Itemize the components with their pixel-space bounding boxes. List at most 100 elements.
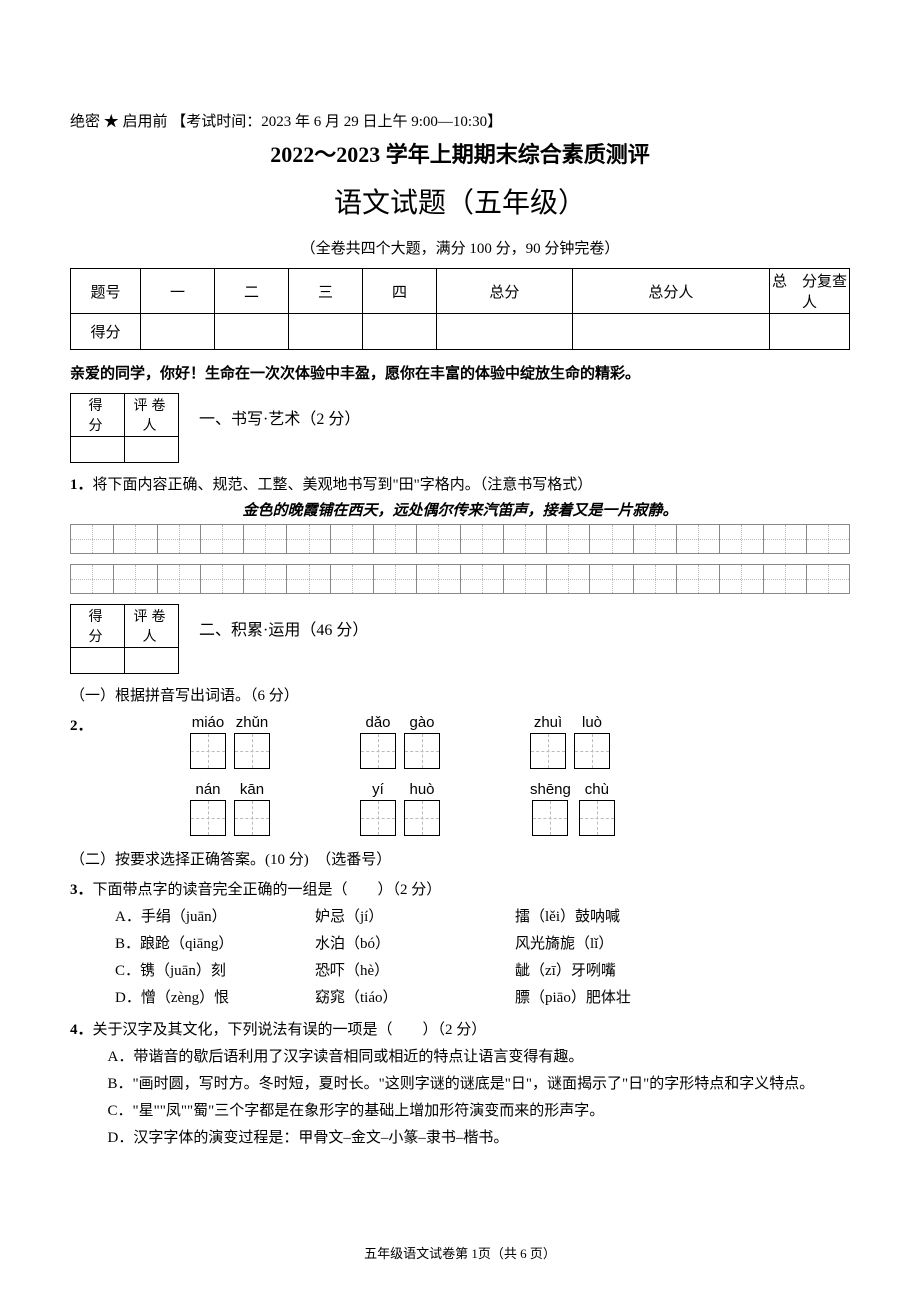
score-table: 题号 一 二 三 四 总分 总分人 总 分复查人 得分 <box>70 268 850 350</box>
tianzi-cell <box>114 564 157 594</box>
mc-cell: C．镌（juān）刻 <box>115 958 315 985</box>
th: 二 <box>215 269 289 314</box>
pinyin-label: nán <box>195 781 220 798</box>
tianzi-cell <box>244 524 287 554</box>
pinyin-group: shēngchù <box>530 781 615 836</box>
pinyin-col: huò <box>404 781 440 836</box>
tianzi-box <box>404 800 440 836</box>
tianzi-cell <box>547 524 590 554</box>
pinyin-col: zhǔn <box>234 714 270 769</box>
tianzi-cell <box>331 524 374 554</box>
tianzi-box <box>579 800 615 836</box>
cell <box>71 648 125 674</box>
tianzi-cell <box>720 564 763 594</box>
tianzi-cell <box>764 524 807 554</box>
pinyin-col: zhuì <box>530 714 566 769</box>
pinyin-label: luò <box>582 714 602 731</box>
mc-cell: B．踉跄（qiāng） <box>115 931 315 958</box>
pinyin-group: nán kān <box>190 781 270 836</box>
mc-cell: D．憎（zèng）恨 <box>115 985 315 1012</box>
tianzi-cell <box>720 524 763 554</box>
mc-cell: 妒忌（jí） <box>315 904 515 931</box>
tianzi-cell <box>504 564 547 594</box>
tianzi-cell <box>807 524 850 554</box>
tianzi-box <box>404 733 440 769</box>
tianzi-cell <box>287 524 330 554</box>
copy-sentence: 金色的晚霞铺在西天，远处偶尔传来汽笛声，接着又是一片寂静。 <box>70 499 850 520</box>
q4-opt-a: A．带谐音的歇后语利用了汉字读音相同或相近的特点让语言变得有趣。 <box>108 1044 851 1071</box>
th: 四 <box>363 269 437 314</box>
tianzi-cell <box>417 524 460 554</box>
mc-cell: 风光旖旎（lǐ） <box>515 931 850 958</box>
tianzi-cell <box>807 564 850 594</box>
mini-score-table-2: 得 分 评卷人 <box>70 604 179 674</box>
pinyin-col: dǎo <box>360 714 396 769</box>
cell <box>437 314 573 350</box>
tianzi-cell <box>158 524 201 554</box>
tianzi-cell <box>590 564 633 594</box>
tianzi-box <box>532 800 568 836</box>
tianzi-box <box>190 733 226 769</box>
tianzi-cell <box>201 564 244 594</box>
pinyin-col: miáo <box>190 714 226 769</box>
tianzi-box <box>234 800 270 836</box>
mini-c1: 得 分 <box>71 394 125 437</box>
secret-line: 绝密 ★ 启用前 【考试时间：2023 年 6 月 29 日上午 9:00—10… <box>70 110 850 131</box>
tianzi-cell <box>634 564 677 594</box>
pinyin-col: chù <box>579 781 615 836</box>
tianzi-box <box>360 733 396 769</box>
mc-cell: 水泊（bó） <box>315 931 515 958</box>
q4-num: 4． <box>70 1022 93 1038</box>
cell <box>770 314 850 350</box>
q2-num: 2． <box>70 718 93 734</box>
mc-cell: 擂（lěi）鼓呐喊 <box>515 904 850 931</box>
tianzi-cell <box>114 524 157 554</box>
q3-options: A．手绢（juān）妒忌（jí）擂（lěi）鼓呐喊B．踉跄（qiāng）水泊（b… <box>115 904 850 1012</box>
tianzi-cell <box>634 524 677 554</box>
pinyin-col: kān <box>234 781 270 836</box>
q3-num: 3． <box>70 882 93 898</box>
pinyin-col: shēng <box>530 781 571 836</box>
mc-cell: 恐吓（hè） <box>315 958 515 985</box>
pinyin-label: dǎo <box>365 714 390 731</box>
sec2-sub1: （一）根据拼音写出词语。（6 分） <box>70 684 850 708</box>
pinyin-row-2: nán kān yíhuò shēngchù <box>190 781 850 836</box>
section-2-heading: 二、积累·运用（46 分） <box>70 604 850 640</box>
tianzi-box <box>234 733 270 769</box>
cell <box>289 314 363 350</box>
mc-cell: 膘（piāo）肥体壮 <box>515 985 850 1012</box>
th: 三 <box>289 269 363 314</box>
greeting: 亲爱的同学，你好！生命在一次次体验中丰盈，愿你在丰富的体验中绽放生命的精彩。 <box>70 362 850 383</box>
main-title: 2022～2023 学年上期期末综合素质测评 <box>70 137 850 169</box>
tianzi-cell <box>677 524 720 554</box>
pinyin-label: huò <box>409 781 434 798</box>
tianzi-cell <box>244 564 287 594</box>
pinyin-group: dǎogào <box>360 714 440 769</box>
mc-cell: 窈窕（tiáo） <box>315 985 515 1012</box>
tianzi-cell <box>331 564 374 594</box>
tianzi-cell <box>417 564 460 594</box>
mini-c2: 评卷人 <box>125 394 179 437</box>
mini-score-table: 得 分 评卷人 <box>70 393 179 463</box>
cell <box>141 314 215 350</box>
th: 总分 <box>437 269 573 314</box>
q1: 1．将下面内容正确、规范、工整、美观地书写到"田"字格内。（注意书写格式） <box>70 473 850 497</box>
pinyin-col: gào <box>404 714 440 769</box>
pinyin-col: luò <box>574 714 610 769</box>
q1-num: 1． <box>70 477 93 493</box>
th: 一 <box>141 269 215 314</box>
cell <box>215 314 289 350</box>
mc-row: D．憎（zèng）恨窈窕（tiáo）膘（piāo）肥体壮 <box>115 985 850 1012</box>
q4-opt-d: D．汉字字体的演变过程是：甲骨文–金文–小篆–隶书–楷书。 <box>108 1125 851 1152</box>
pinyin-group: yíhuò <box>360 781 440 836</box>
tianzi-box <box>360 800 396 836</box>
pinyin-col: yí <box>360 781 396 836</box>
pinyin-label: zhǔn <box>236 714 269 731</box>
sec2-sub2: （二）按要求选择正确答案。(10 分) （选番号） <box>70 848 850 872</box>
tianzi-box <box>530 733 566 769</box>
mc-row: B．踉跄（qiāng）水泊（bó）风光旖旎（lǐ） <box>115 931 850 958</box>
tianzi-cell <box>201 524 244 554</box>
pinyin-label: kān <box>240 781 264 798</box>
tianzi-cell <box>547 564 590 594</box>
section-1-heading: 一、书写·艺术（2 分） <box>70 393 850 429</box>
